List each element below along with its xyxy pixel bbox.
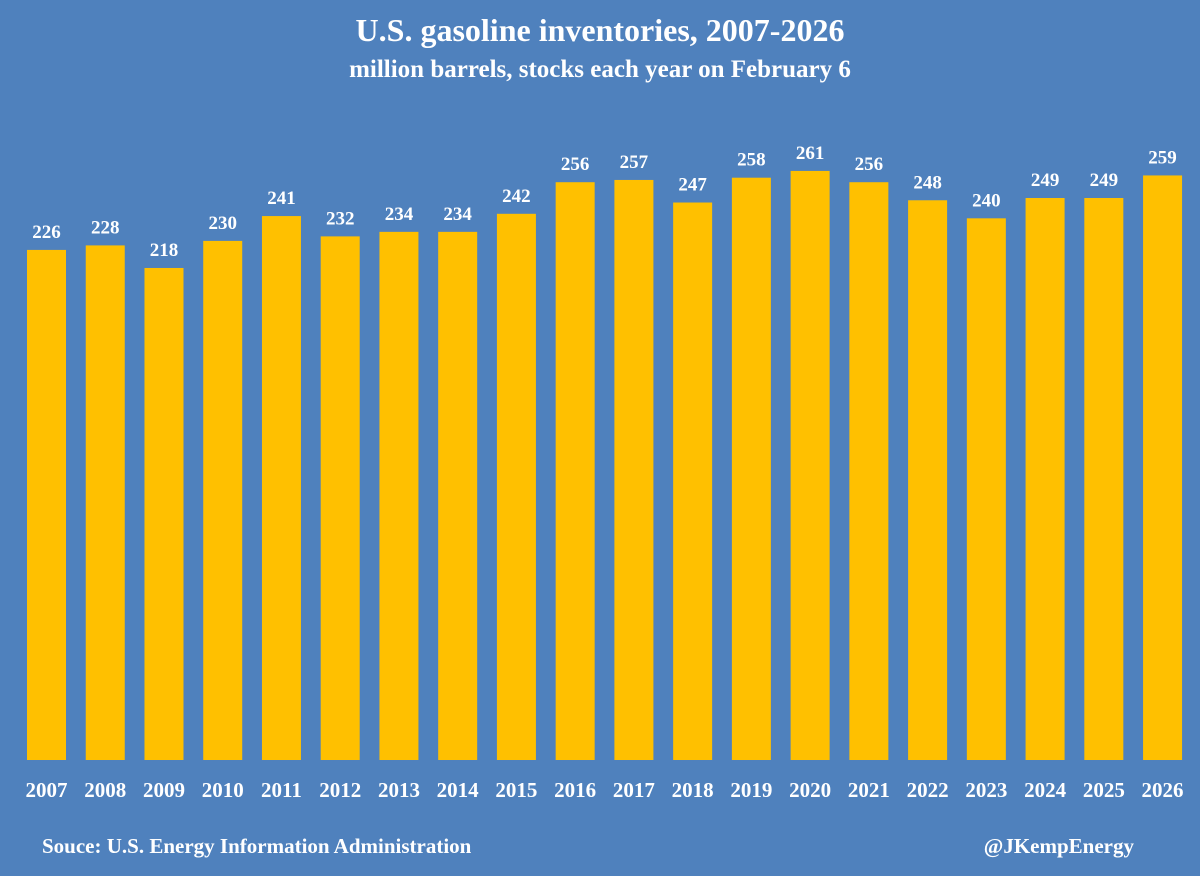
bar-2022 <box>908 200 948 760</box>
data-label: 228 <box>91 217 120 238</box>
x-tick-label: 2011 <box>261 778 302 802</box>
bar-2014 <box>438 231 478 760</box>
data-label: 241 <box>267 188 296 209</box>
x-tick-label: 2007 <box>26 778 68 802</box>
bar-2016 <box>555 182 595 760</box>
data-label: 261 <box>796 143 825 164</box>
data-label: 258 <box>737 150 766 171</box>
bar-2015 <box>496 213 536 760</box>
data-label: 218 <box>150 240 179 261</box>
data-label: 242 <box>502 186 531 207</box>
bar-2019 <box>731 177 771 761</box>
bar-2010 <box>203 240 243 760</box>
data-label: 230 <box>208 213 237 234</box>
data-label: 247 <box>678 175 707 196</box>
source-note: Souce: U.S. Energy Information Administr… <box>42 834 472 858</box>
x-tick-label: 2008 <box>84 778 126 802</box>
x-tick-label: 2026 <box>1142 778 1184 802</box>
bar-2024 <box>1025 198 1065 760</box>
x-tick-label: 2019 <box>730 778 772 802</box>
bar-2007 <box>27 249 66 760</box>
bar-2017 <box>614 179 654 761</box>
bar-2025 <box>1084 198 1124 760</box>
data-label: 234 <box>385 204 414 225</box>
data-label: 240 <box>972 190 1001 211</box>
x-tick-label: 2020 <box>789 778 831 802</box>
x-tick-label: 2009 <box>143 778 185 802</box>
x-tick-label: 2023 <box>965 778 1007 802</box>
x-tick-label: 2017 <box>613 778 655 802</box>
x-tick-label: 2016 <box>554 778 596 802</box>
bar-2018 <box>673 202 713 760</box>
x-tick-label: 2015 <box>495 778 537 802</box>
chart-subtitle: million barrels, stocks each year on Feb… <box>349 56 851 83</box>
x-tick-label: 2018 <box>672 778 714 802</box>
data-label: 226 <box>32 222 61 243</box>
data-label: 249 <box>1031 170 1060 191</box>
bar-2021 <box>849 182 889 760</box>
chart-title: U.S. gasoline inventories, 2007-2026 <box>355 12 845 48</box>
author-handle: @JKempEnergy <box>983 834 1134 858</box>
data-label: 256 <box>561 154 590 175</box>
bar-2008 <box>85 245 125 761</box>
data-label: 232 <box>326 208 355 229</box>
x-tick-label: 2022 <box>907 778 949 802</box>
x-tick-label: 2010 <box>202 778 244 802</box>
bar-2026 <box>1143 175 1183 760</box>
data-label: 259 <box>1148 147 1177 168</box>
bar-2012 <box>320 236 360 761</box>
data-label: 249 <box>1090 170 1119 191</box>
data-label: 234 <box>443 204 472 225</box>
x-tick-label: 2014 <box>437 778 480 802</box>
x-tick-label: 2025 <box>1083 778 1125 802</box>
bar-2009 <box>144 267 184 760</box>
x-tick-label: 2024 <box>1024 778 1067 802</box>
data-label: 256 <box>855 154 884 175</box>
bar-2013 <box>379 231 419 760</box>
data-label: 248 <box>913 172 942 193</box>
data-label: 257 <box>620 152 649 173</box>
x-tick-label: 2021 <box>848 778 890 802</box>
bar-2023 <box>966 218 1006 760</box>
x-tick-label: 2013 <box>378 778 420 802</box>
bar-2011 <box>261 216 301 761</box>
x-tick-label: 2012 <box>319 778 361 802</box>
bar-2020 <box>790 170 830 761</box>
